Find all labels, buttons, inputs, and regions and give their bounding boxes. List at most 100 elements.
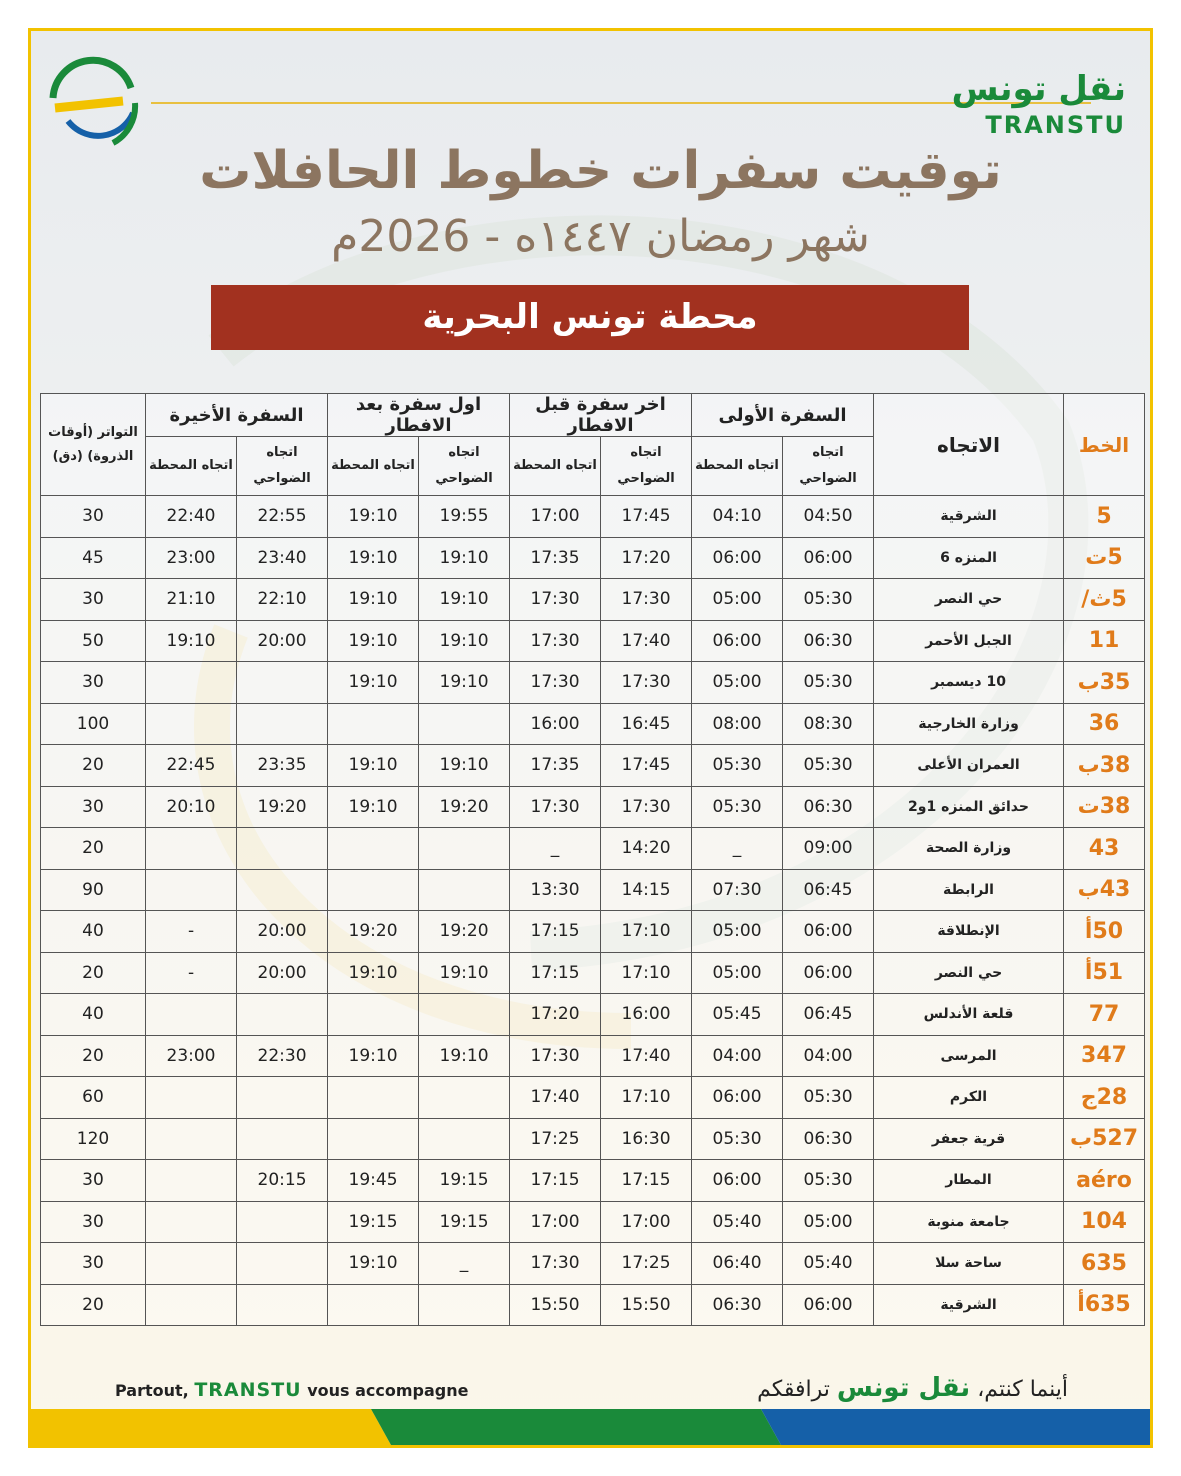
time: 06:30 <box>782 1117 875 1160</box>
direction: وزارة الخارجية <box>873 702 1065 745</box>
row: 28ج الكرم 05:30 06:00 17:10 17:40 60 <box>40 1076 1146 1119</box>
time: 16:45 <box>600 702 693 745</box>
poster: نقل تونس TRANSTU توقيت سفرات خطوط الحافل… <box>28 28 1153 1448</box>
time <box>144 868 238 911</box>
time <box>418 868 511 911</box>
subheader: اتجاه المحطة <box>327 436 420 496</box>
row: 347 المرسى 04:00 04:00 17:40 17:30 19:10 19:10 2… <box>40 1034 1146 1077</box>
line-number: 51أ <box>1063 951 1146 994</box>
frequency: 50 <box>40 619 146 662</box>
time: 19:10 <box>418 744 511 787</box>
time: 19:20 <box>327 910 420 953</box>
frequency: 30 <box>40 1159 146 1202</box>
time: 17:00 <box>509 1200 602 1243</box>
time <box>327 993 420 1036</box>
time: - <box>144 910 238 953</box>
direction: العمران الأعلى <box>873 744 1065 787</box>
time: 19:10 <box>418 661 511 704</box>
subtitle: شهر رمضان ١٤٤٧ه - 2026م <box>331 211 870 262</box>
time: 16:30 <box>600 1117 693 1160</box>
time: 19:10 <box>418 1034 511 1077</box>
frequency: 120 <box>40 1117 146 1160</box>
line-number: 36 <box>1063 702 1146 745</box>
time: 19:10 <box>327 951 420 994</box>
time: 05:30 <box>691 1117 784 1160</box>
row: 5 الشرقية 04:50 04:10 17:45 17:00 19:55 19:10 22… <box>40 495 1146 538</box>
subheader: اتجاه الضواحي <box>236 436 329 496</box>
line-number: 43ب <box>1063 868 1146 911</box>
frequency: 90 <box>40 868 146 911</box>
time: 17:00 <box>509 495 602 538</box>
row: 635أ الشرقية 06:00 06:30 15:50 15:50 20 <box>40 1283 1146 1326</box>
frequency: 40 <box>40 910 146 953</box>
time: 15:50 <box>600 1283 693 1326</box>
text: ترافقكم <box>757 1377 830 1402</box>
header-group: اول سفرة بعد الافطار <box>327 393 511 437</box>
time: 19:10 <box>327 495 420 538</box>
time: 17:30 <box>600 785 693 828</box>
time: 17:30 <box>509 1242 602 1285</box>
time: 22:45 <box>144 744 238 787</box>
line-number: 28ج <box>1063 1076 1146 1119</box>
time: 06:00 <box>691 619 784 662</box>
time: 06:45 <box>782 993 875 1036</box>
subheader: اتجاه المحطة <box>509 436 602 496</box>
frequency: 30 <box>40 785 146 828</box>
time: 17:35 <box>509 536 602 579</box>
time <box>144 1076 238 1119</box>
time: 05:30 <box>782 578 875 621</box>
time: 17:10 <box>600 1076 693 1119</box>
time: 19:20 <box>418 785 511 828</box>
time <box>236 1242 329 1285</box>
time: 19:10 <box>327 1242 420 1285</box>
row: 77 قلعة الأندلس 06:45 05:45 16:00 17:20 40 <box>40 993 1146 1036</box>
time: 23:00 <box>144 1034 238 1077</box>
station-banner: محطة تونس البحرية <box>211 285 969 350</box>
time: 06:30 <box>782 785 875 828</box>
time <box>236 661 329 704</box>
time: 05:30 <box>782 1159 875 1202</box>
time: 06:00 <box>691 1159 784 1202</box>
row: 38ت حدائق المنزه 1و2 06:30 05:30 17:30 17:30 1… <box>40 785 1146 828</box>
subheader-row: اتجاه الضواحي اتجاه المحطة اتجاه الضواحي ات… <box>41 436 1145 496</box>
frequency: 40 <box>40 993 146 1036</box>
line-number: 635أ <box>1063 1283 1146 1326</box>
time <box>327 1076 420 1119</box>
row: 43ب الرابطة 06:45 07:30 14:15 13:30 90 <box>40 868 1146 911</box>
time: 22:55 <box>236 495 329 538</box>
time: 19:10 <box>327 578 420 621</box>
time: 20:00 <box>236 951 329 994</box>
time: 16:00 <box>600 993 693 1036</box>
time: 22:10 <box>236 578 329 621</box>
time <box>144 1200 238 1243</box>
frequency: 100 <box>40 702 146 745</box>
brand-arabic: نقل تونس <box>951 69 1126 109</box>
time: 17:40 <box>600 1034 693 1077</box>
time: 17:10 <box>600 951 693 994</box>
time: _ <box>418 1242 511 1285</box>
direction: الشرقية <box>873 1283 1065 1326</box>
time: 17:35 <box>509 744 602 787</box>
direction: حدائق المنزه 1و2 <box>873 785 1065 828</box>
time <box>327 868 420 911</box>
time <box>144 1117 238 1160</box>
header-row: الخط الاتجاه السفرة الأولى اخر سفرة قبل الا… <box>40 393 1146 496</box>
brand: نقل تونس <box>836 1373 971 1403</box>
subheader: اتجاه الضواحي <box>418 436 511 496</box>
time: 05:00 <box>782 1200 875 1243</box>
direction: قلعة الأندلس <box>873 993 1065 1036</box>
timetable: الخط الاتجاه السفرة الأولى اخر سفرة قبل الا… <box>40 393 1146 1326</box>
time <box>236 1200 329 1243</box>
time: 04:00 <box>691 1034 784 1077</box>
time: _ <box>509 827 602 870</box>
line-number: 347 <box>1063 1034 1146 1077</box>
time: 15:50 <box>509 1283 602 1326</box>
time: 06:00 <box>782 910 875 953</box>
time: 17:15 <box>509 1159 602 1202</box>
direction: المطار <box>873 1159 1065 1202</box>
time: 19:15 <box>418 1159 511 1202</box>
row: 38ب العمران الأعلى 05:30 05:30 17:45 17:35 19:… <box>40 744 1146 787</box>
footer-arabic: أينما كنتم، نقل تونس ترافقكم <box>757 1373 1068 1403</box>
time: 19:45 <box>327 1159 420 1202</box>
line-number: 43 <box>1063 827 1146 870</box>
